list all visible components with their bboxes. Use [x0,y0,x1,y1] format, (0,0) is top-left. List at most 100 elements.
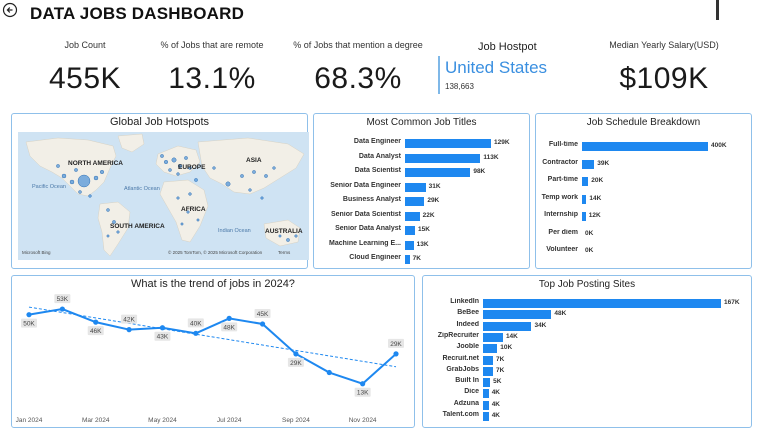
trend-trendline [28,306,397,368]
map-label-atlantic: Atlantic Ocean [124,186,160,192]
schedule-bar[interactable] [582,142,708,151]
site-bar[interactable] [483,310,552,320]
job-titles-title: Most Common Job Titles [366,117,477,128]
job-title-bar[interactable] [405,182,426,192]
site-row-indeed[interactable]: Indeed 34K [423,321,751,332]
job-title-bar[interactable] [405,153,481,163]
site-bar[interactable] [483,400,489,410]
site-value-label: 5K [493,378,502,386]
job-title-bar[interactable] [405,240,414,250]
trend-point[interactable] [93,319,99,325]
schedule-bar[interactable] [582,194,587,204]
schedule-label: Part-time [547,176,578,183]
job-title-bar[interactable] [405,226,415,235]
site-row-adzuna[interactable]: Adzuna 4K [423,400,751,411]
map-label-australia: AUSTRALIA [265,228,303,235]
site-label: Adzuna [453,399,479,407]
map-terms-link[interactable]: Terms [278,250,291,255]
site-value-label: 4K [491,389,500,397]
job-title-row-senior-data-analyst[interactable]: Senior Data Analyst 15K [314,225,529,236]
back-arrow-icon[interactable] [2,2,18,18]
site-row-recruit-net[interactable]: Recruit.net 7K [423,355,751,366]
schedule-row-part-time[interactable]: Part-time 20K [536,176,751,187]
site-row-linkedin[interactable]: LinkedIn 167K [423,298,751,309]
schedule-row-contractor[interactable]: Contractor 39K [536,159,751,170]
trend-point[interactable] [259,321,266,327]
trend-point[interactable] [126,327,132,333]
trend-point[interactable] [226,315,232,321]
trend-point[interactable] [59,306,65,312]
trend-data-label: 13K [357,390,369,397]
trend-point[interactable] [159,325,166,331]
trend-data-label-bg [221,322,238,332]
schedule-bar[interactable] [582,212,586,221]
site-value-label: 167K [724,299,740,306]
site-value-label: 10K [500,344,513,352]
schedule-row-volunteer[interactable]: Volunteer 0K [536,246,751,257]
trend-point[interactable] [293,351,299,357]
site-bar[interactable] [483,344,498,354]
trend-data-label: 40K [190,320,202,327]
land-australia [263,219,301,247]
job-title-bar[interactable] [405,197,425,206]
trend-point[interactable] [26,312,32,318]
schedule-bar[interactable] [582,159,595,169]
job-title-row-machine-learning-e[interactable]: Machine Learning E... 13K [314,240,529,251]
site-row-jooble[interactable]: Jooble 10K [423,343,751,354]
map-title: Global Job Hotspots [109,116,210,128]
site-row-grabjobs[interactable]: GrabJobs 7K [423,366,751,377]
trend-point[interactable] [360,381,366,387]
job-title-row-cloud-engineer[interactable]: Cloud Engineer 7K [314,254,529,265]
schedule-row-full-time[interactable]: Full-time 400K [536,141,751,152]
site-bar[interactable] [483,321,532,331]
trend-point[interactable] [393,351,399,357]
site-bar[interactable] [483,378,491,388]
world-map[interactable]: NORTH AMERICA EUROPE ASIA AFRICA SOUTH A… [18,132,309,260]
map-credit-text: © 2025 TomTom, © 2025 Microsoft Corporat… [168,250,263,255]
site-row-built-in[interactable]: Built In 5K [423,377,751,388]
job-title-bar[interactable] [405,139,491,148]
job-title-bar[interactable] [405,255,410,264]
job-title-row-data-engineer[interactable]: Data Engineer 129K [314,138,529,149]
site-label: GrabJobs [446,365,479,373]
trend-point[interactable] [326,369,332,376]
site-bar[interactable] [483,366,493,376]
site-row-ziprecruiter[interactable]: ZipRecruiter 14K [423,332,751,343]
site-bar[interactable] [483,389,489,399]
trend-data-label-bg [121,314,138,324]
site-bar[interactable] [483,299,721,308]
land-europe [155,145,201,177]
schedule-value-label: 14K [589,194,602,202]
sites-panel: Top Job Posting Sites LinkedIn 167K BeBee 4… [422,275,752,428]
schedule-label: Full-time [548,141,578,148]
land-asia [197,137,305,195]
map-label-asia: ASIA [246,157,262,164]
schedule-row-per-diem[interactable]: Per diem 0K [536,229,751,240]
schedule-row-internship[interactable]: Internship 12K [536,211,751,222]
page-title: DATA JOBS DASHBOARD [30,4,245,23]
schedule-row-temp-work[interactable]: Temp work 14K [536,194,751,205]
kpi-salary-label: Median Yearly Salary(USD) [609,40,719,50]
schedule-label: Temp work [541,193,578,201]
site-bar[interactable] [483,332,503,342]
job-title-row-data-analyst[interactable]: Data Analyst 113K [314,153,529,164]
schedule-bar[interactable] [582,177,589,186]
schedule-title: Job Schedule Breakdown [586,117,701,128]
site-row-dice[interactable]: Dice 4K [423,388,751,399]
job-title-row-business-analyst[interactable]: Business Analyst 29K [314,196,529,207]
job-title-label: Data Analyst [358,152,401,160]
site-bar[interactable] [483,412,489,421]
kpi-degree: % of Jobs that mention a degree 68.3% [288,40,428,96]
job-title-row-senior-data-engineer[interactable]: Senior Data Engineer 31K [314,182,529,193]
site-row-talent-com[interactable]: Talent.com 4K [423,411,751,422]
job-title-bar[interactable] [405,211,420,221]
schedule-label: Per diem [548,228,578,236]
job-title-label: Machine Learning E... [329,239,401,247]
trend-data-label: 53K [57,296,69,303]
trend-point[interactable] [193,330,199,336]
job-title-bar[interactable] [405,168,471,177]
job-title-row-senior-data-scientist[interactable]: Senior Data Scientist 22K [314,211,529,222]
site-bar[interactable] [483,355,493,365]
job-title-row-data-scientist[interactable]: Data Scientist 98K [314,167,529,178]
site-row-bebee[interactable]: BeBee 48K [423,309,751,320]
